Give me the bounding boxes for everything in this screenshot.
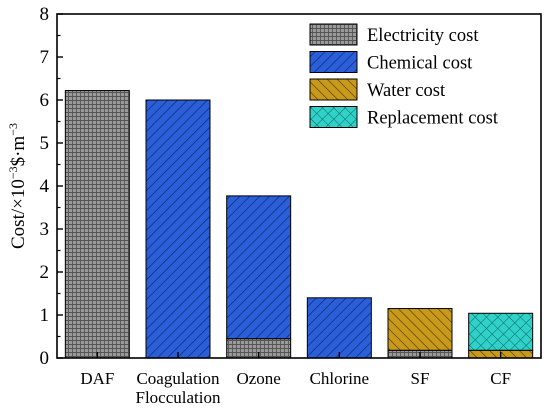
bar-replacement-cost-cf <box>468 312 534 351</box>
y-tick-label: 3 <box>40 219 50 240</box>
bar-chemical-cost-chlorine <box>306 297 372 359</box>
x-tick-label: CF <box>490 369 511 388</box>
legend-swatch <box>309 23 358 46</box>
x-tick-label: Chlorine <box>310 369 370 388</box>
legend-label: Chemical cost <box>367 54 473 74</box>
y-tick-label: 8 <box>40 4 50 25</box>
y-axis: 0 1 2 3 4 5 6 7 8 <box>40 4 63 369</box>
y-axis-label: Cost/×10−3$·m−3 <box>6 123 29 249</box>
legend-swatch <box>309 106 358 128</box>
y-tick-label: 2 <box>40 262 50 283</box>
y-tick-label: 1 <box>40 305 50 326</box>
legend-swatch <box>309 78 358 101</box>
legend: Electricity cost Chemical cost Water cost R… <box>309 23 499 129</box>
x-tick-label: Flocculation <box>136 388 221 407</box>
x-tick-label: Ozone <box>236 369 280 388</box>
bars-group <box>64 90 534 359</box>
x-tick-label: SF <box>411 369 430 388</box>
x-tick-label: DAF <box>80 369 114 388</box>
y-tick-label: 4 <box>40 176 50 197</box>
x-tick-label: Coagulation <box>136 369 220 388</box>
legend-swatch <box>309 51 358 73</box>
bar-chemical-cost-ozone <box>226 195 292 340</box>
y-tick-label: 5 <box>40 133 50 154</box>
y-tick-label: 7 <box>40 47 50 68</box>
legend-label: Electricity cost <box>367 26 479 46</box>
bar-electricity-cost-daf <box>64 90 130 359</box>
legend-label: Replacement cost <box>367 109 499 129</box>
bar-water-cost-sf <box>387 308 453 351</box>
y-tick-label: 0 <box>40 348 50 369</box>
y-tick-label: 6 <box>40 90 50 111</box>
bar-chemical-cost-coagulation <box>145 99 211 359</box>
legend-label: Water cost <box>367 81 446 101</box>
